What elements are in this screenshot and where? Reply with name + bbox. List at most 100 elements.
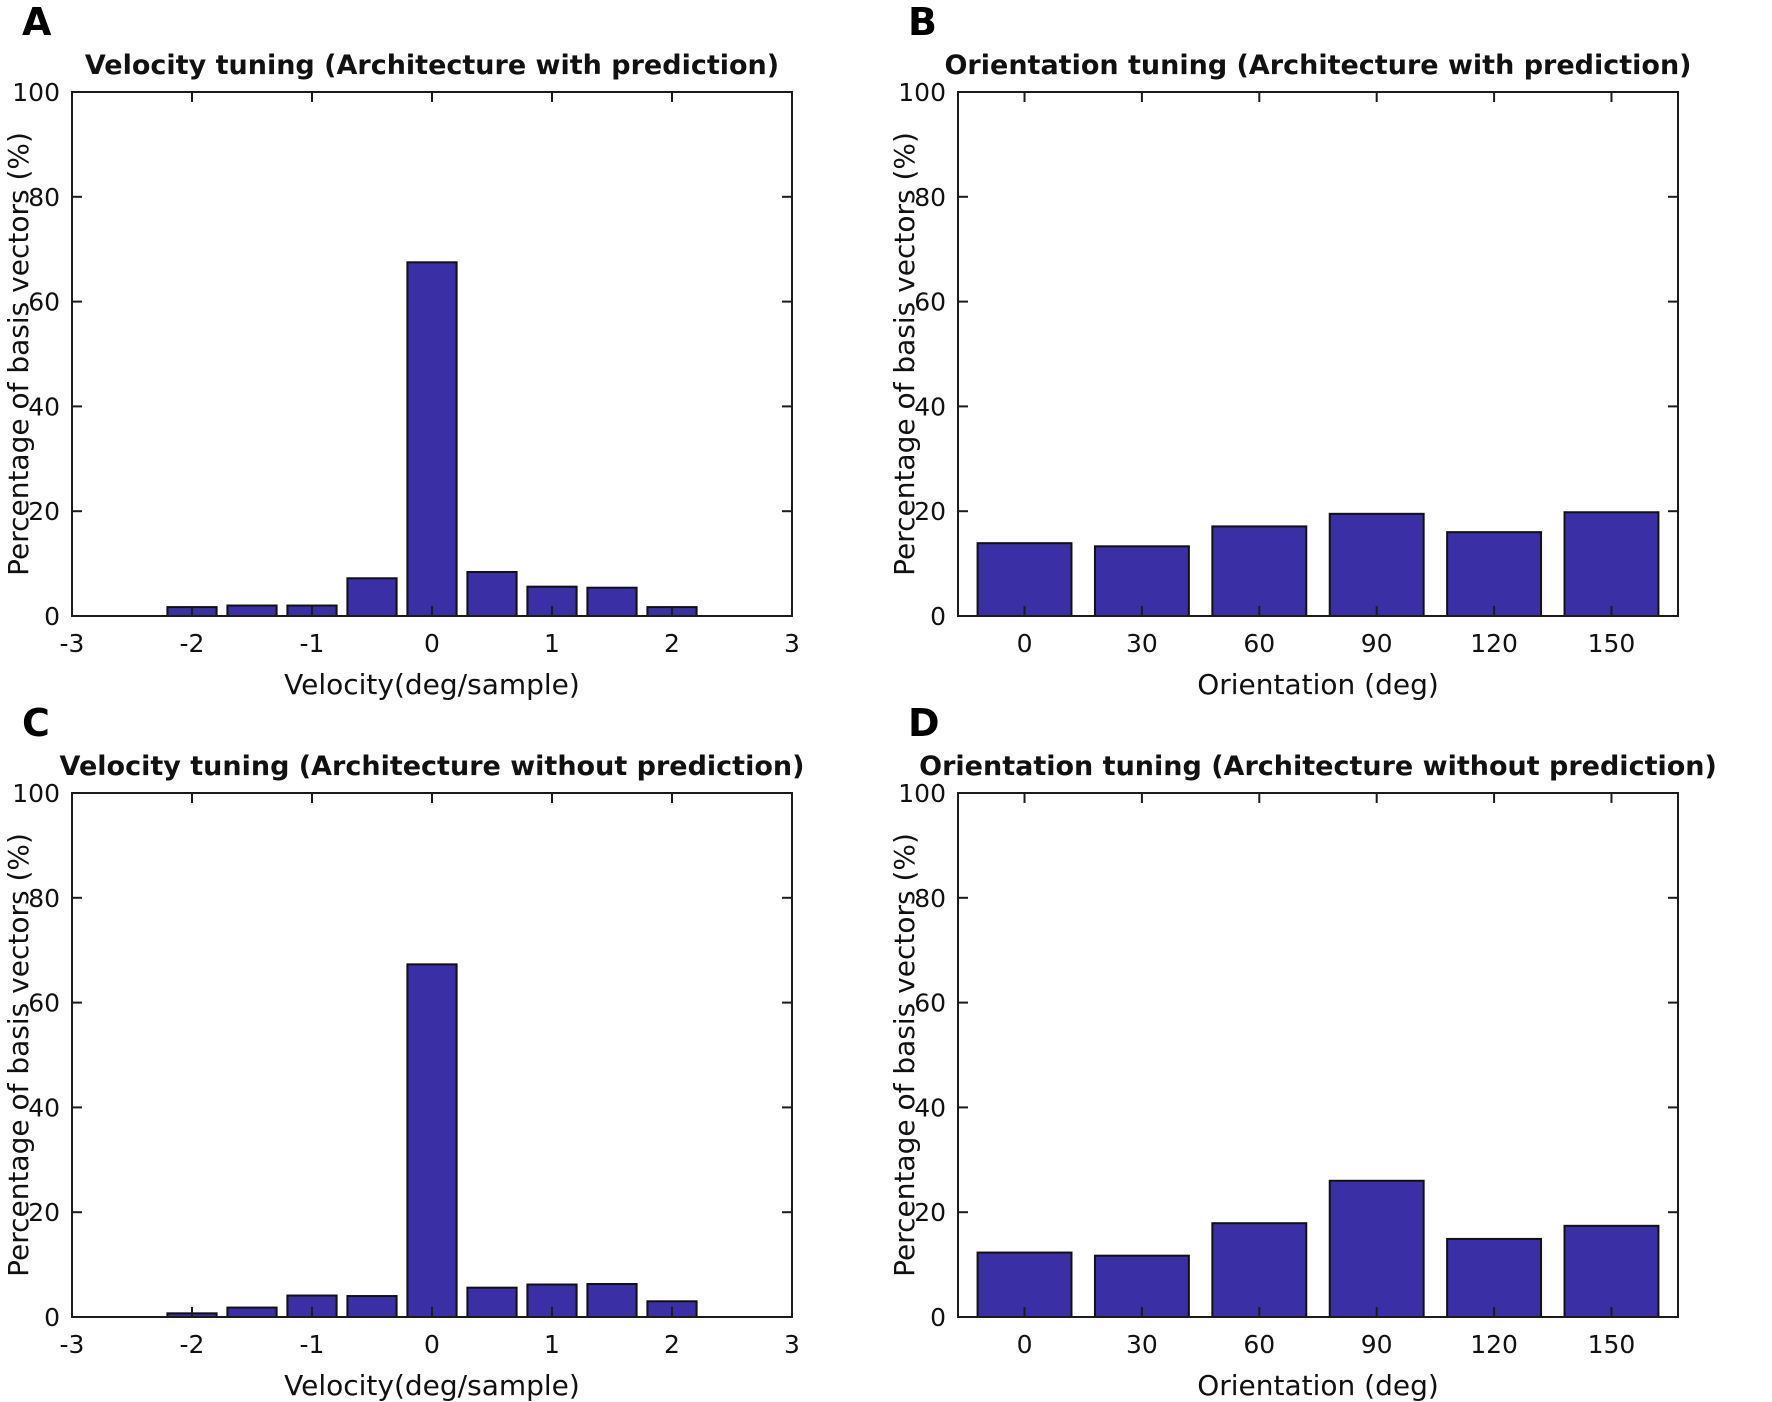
x-tick-label: 2 [664, 629, 680, 658]
chart-title: Velocity tuning (Architecture with predi… [85, 50, 779, 81]
bars-group [166, 963, 698, 1319]
y-axis-label: Percentage of basis vectors (%) [888, 833, 921, 1277]
panel-c: C -3 -2 -1 0 1 2 3 0 20 40 60 80 100 Velocity tuning … [0, 701, 886, 1402]
x-tick-label: 3 [784, 629, 800, 658]
x-tick-label: 60 [1243, 1330, 1275, 1359]
x-tick-label: 0 [1017, 629, 1033, 658]
y-tick-label: 80 [28, 884, 60, 913]
y-axis-label: Percentage of basis vectors (%) [2, 132, 35, 576]
bar [346, 1295, 398, 1318]
y-tick-label: 20 [28, 1198, 60, 1227]
bar [1563, 1224, 1660, 1319]
tick-marks [71, 91, 793, 617]
y-tick-label: 0 [44, 602, 60, 631]
bar [976, 542, 1073, 617]
y-axis-label: Percentage of basis vectors (%) [2, 833, 35, 1277]
x-axis-label: Orientation (deg) [1197, 1369, 1439, 1402]
x-tick-label: 1 [544, 629, 560, 658]
y-tick-label: 40 [914, 392, 946, 421]
x-tick-label: -3 [60, 1330, 85, 1359]
bar [1328, 512, 1425, 618]
y-tick-label: 20 [914, 1198, 946, 1227]
bars-group [976, 511, 1660, 618]
tick-marks [958, 792, 1678, 1318]
bar [406, 261, 458, 617]
bar [226, 604, 278, 618]
bars-group [166, 261, 698, 618]
tick-marks [958, 91, 1678, 617]
x-tick-label: 0 [424, 1330, 440, 1359]
bar [1446, 1237, 1543, 1318]
y-tick-label: 60 [914, 288, 946, 317]
x-axis-label: Velocity(deg/sample) [284, 668, 580, 701]
y-tick-label: 20 [914, 497, 946, 526]
x-tick-label: -2 [180, 629, 205, 658]
y-tick-label: 80 [914, 884, 946, 913]
panel-letter-d: D [908, 701, 940, 745]
x-tick-label: 90 [1361, 629, 1393, 658]
chart-title: Orientation tuning (Architecture with pr… [944, 50, 1691, 81]
y-axis-label: Percentage of basis vectors (%) [888, 132, 921, 576]
x-tick-label: 30 [1126, 1330, 1158, 1359]
x-tick-label: 60 [1243, 629, 1275, 658]
x-axis-label: Velocity(deg/sample) [284, 1369, 580, 1402]
y-tick-label: 60 [28, 288, 60, 317]
y-tick-label: 40 [28, 392, 60, 421]
bar [586, 1282, 638, 1318]
x-tick-label: -1 [300, 629, 325, 658]
x-tick-label: 2 [664, 1330, 680, 1359]
x-tick-label: -1 [300, 1330, 325, 1359]
bar [406, 963, 458, 1318]
chart-title: Velocity tuning (Architecture without pr… [60, 751, 805, 782]
panel-letter-a: A [22, 0, 52, 44]
y-tick-label: 100 [12, 779, 60, 808]
bar [1093, 545, 1190, 617]
bar [466, 570, 518, 617]
plot-box [957, 792, 1679, 1318]
y-tick-label: 60 [914, 989, 946, 1018]
y-tick-label: 100 [12, 78, 60, 107]
panel-a: A -3 -2 -1 0 1 2 3 0 20 40 60 80 100 Velocity tuning … [0, 0, 886, 701]
x-tick-label: 0 [424, 629, 440, 658]
y-tick-label: 60 [28, 989, 60, 1018]
bar [1446, 531, 1543, 617]
y-tick-label: 0 [930, 1303, 946, 1332]
bar [1328, 1179, 1425, 1319]
bar [1211, 525, 1308, 618]
y-tick-label: 40 [914, 1093, 946, 1122]
bar [226, 1306, 278, 1319]
panel-d: D 0 30 60 90 120 150 0 20 40 60 80 100 Orientation t… [886, 701, 1772, 1402]
x-tick-label: 90 [1361, 1330, 1393, 1359]
bar [976, 1251, 1073, 1318]
x-axis-label: Orientation (deg) [1197, 668, 1439, 701]
bar [1563, 511, 1660, 617]
y-tick-label: 20 [28, 497, 60, 526]
velocity-with-prediction-chart: -3 -2 -1 0 1 2 3 0 20 40 60 80 100 Velocity tuning (A… [2, 50, 800, 701]
chart-title: Orientation tuning (Architecture without… [919, 751, 1717, 782]
panel-letter-b: B [908, 0, 937, 44]
x-tick-label: -2 [180, 1330, 205, 1359]
x-tick-label: 3 [784, 1330, 800, 1359]
bar [466, 1286, 518, 1318]
bar [1093, 1254, 1190, 1319]
panel-letter-c: C [22, 701, 50, 745]
y-tick-label: 80 [28, 183, 60, 212]
y-tick-label: 100 [898, 78, 946, 107]
y-tick-label: 80 [914, 183, 946, 212]
bar [1211, 1222, 1308, 1319]
x-tick-label: 30 [1126, 629, 1158, 658]
x-tick-label: -3 [60, 629, 85, 658]
bars-group [976, 1179, 1660, 1319]
x-tick-label: 150 [1588, 1330, 1636, 1359]
y-tick-label: 0 [44, 1303, 60, 1332]
x-tick-label: 1 [544, 1330, 560, 1359]
bar [346, 577, 398, 618]
plot-box [957, 91, 1679, 617]
x-tick-label: 120 [1470, 1330, 1518, 1359]
tick-marks [71, 792, 793, 1318]
x-tick-label: 120 [1470, 629, 1518, 658]
x-tick-label: 0 [1017, 1330, 1033, 1359]
panel-b: B 0 30 60 90 120 150 0 20 40 60 80 100 Orientation t… [886, 0, 1772, 701]
